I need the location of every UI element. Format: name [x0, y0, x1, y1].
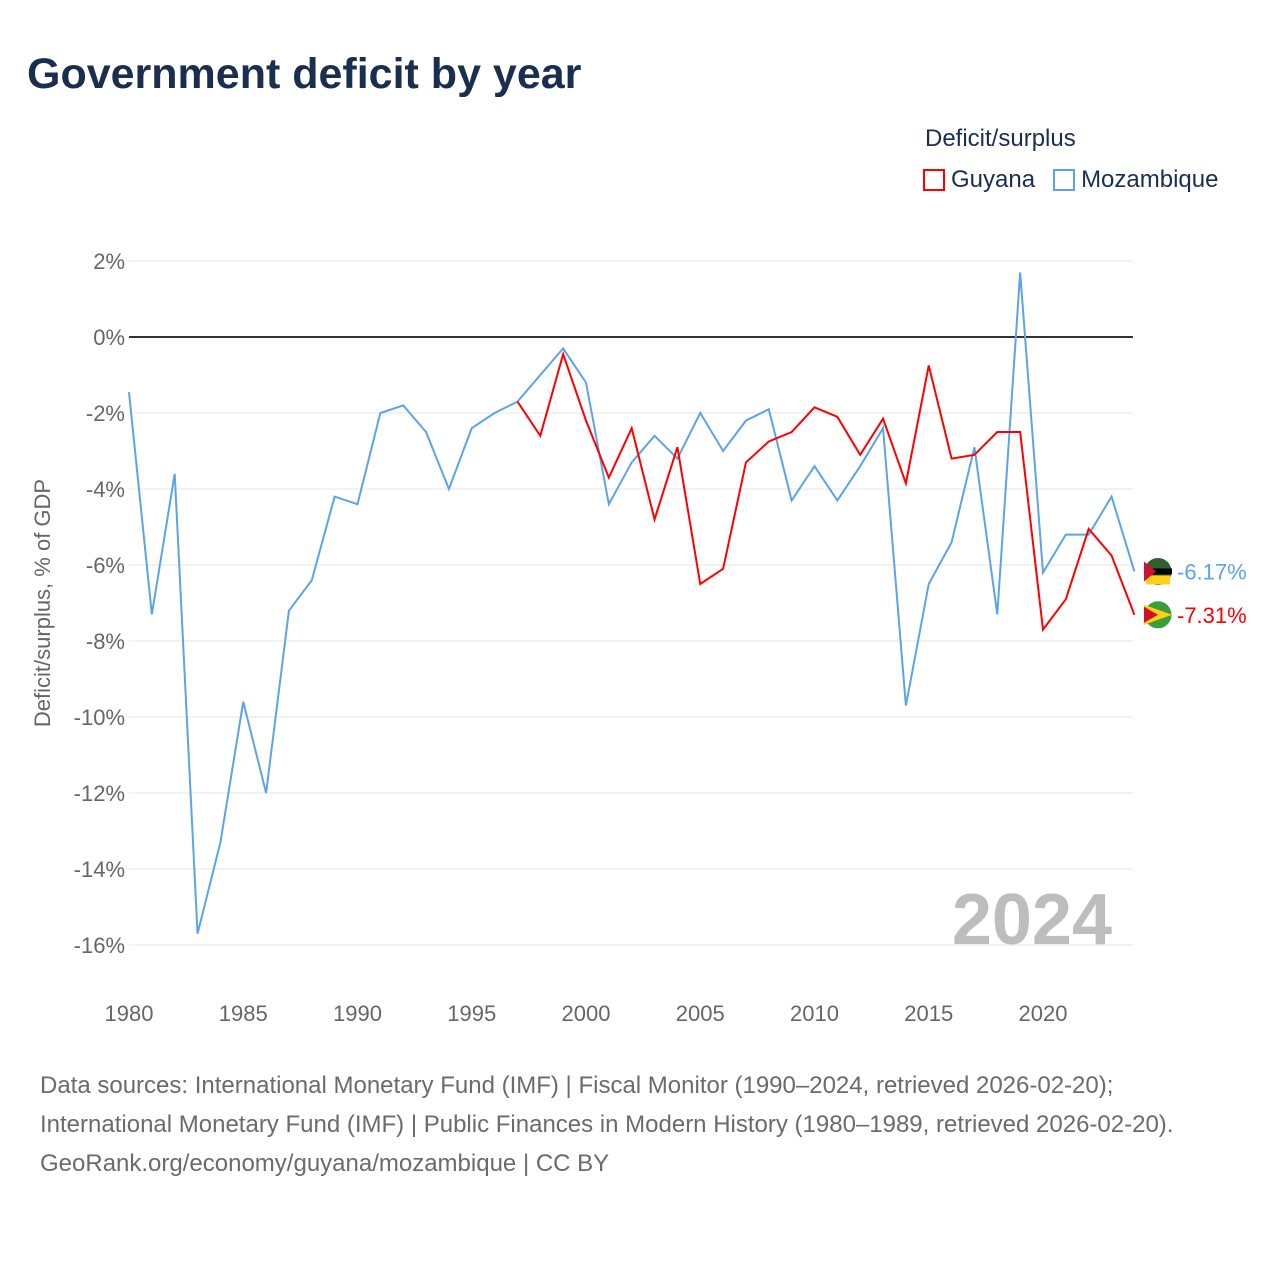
data-sources: Data sources: International Monetary Fun…: [40, 1072, 1174, 1138]
y-tick-label: -16%: [74, 933, 125, 958]
line-chart: 2% 0% -2% -4% -6% -8% -10% -12% -14% -16% 1980 1985…: [30, 249, 1247, 1026]
series-line-mozambique: [128, 272, 1136, 934]
flag-detail: [1144, 568, 1172, 575]
y-tick-label: -12%: [74, 781, 125, 806]
legend-label: Guyana: [951, 166, 1036, 193]
y-tick-label: -6%: [86, 553, 125, 578]
legend-item-mozambique[interactable]: Mozambique: [1053, 166, 1218, 194]
x-tick-label: 2005: [676, 1001, 725, 1026]
y-tick-label: -8%: [86, 629, 125, 654]
flag-detail: [1144, 561, 1156, 582]
series-line-guyana: [516, 350, 1136, 633]
legend: Guyana Mozambique: [923, 166, 1218, 194]
x-tick-label: 1980: [105, 1001, 154, 1026]
credit-link[interactable]: GeoRank.org/economy/guyana/mozambique | …: [40, 1150, 610, 1177]
y-tick-label: -2%: [86, 401, 125, 426]
x-tick-label: 2000: [562, 1001, 611, 1026]
legend-label: Mozambique: [1081, 166, 1219, 193]
legend-swatch-mozambique: [1053, 169, 1076, 191]
legend-swatch-guyana: [923, 169, 945, 191]
chart-title: Government deficit by year: [27, 50, 582, 98]
y-tick-label: -4%: [86, 477, 125, 502]
y-axis-label: Deficit/surplus, % of GDP: [30, 479, 55, 727]
end-label-mozambique: -6.17%: [1177, 559, 1247, 584]
x-tick-label: 1995: [447, 1001, 496, 1026]
y-tick-label: 2%: [93, 249, 125, 274]
y-tick-label: -10%: [74, 705, 125, 730]
footer: Data sources: International Monetary Fun…: [40, 1066, 1240, 1183]
x-tick-label: 2010: [790, 1001, 839, 1026]
x-tick-label: 1990: [333, 1001, 382, 1026]
y-tick-label: -14%: [74, 857, 125, 882]
x-tick-label: 2020: [1019, 1001, 1068, 1026]
y-tick-label: 0%: [93, 325, 125, 350]
flag-detail: [1144, 606, 1158, 623]
x-tick-label: 1985: [219, 1001, 268, 1026]
flag-detail: [1146, 575, 1170, 585]
year-watermark: 2024: [952, 880, 1112, 960]
legend-item-guyana[interactable]: Guyana: [923, 166, 1035, 194]
x-tick-label: 2015: [904, 1001, 953, 1026]
legend-title: Deficit/surplus: [925, 125, 1076, 152]
end-label-guyana: -7.31%: [1177, 603, 1247, 628]
